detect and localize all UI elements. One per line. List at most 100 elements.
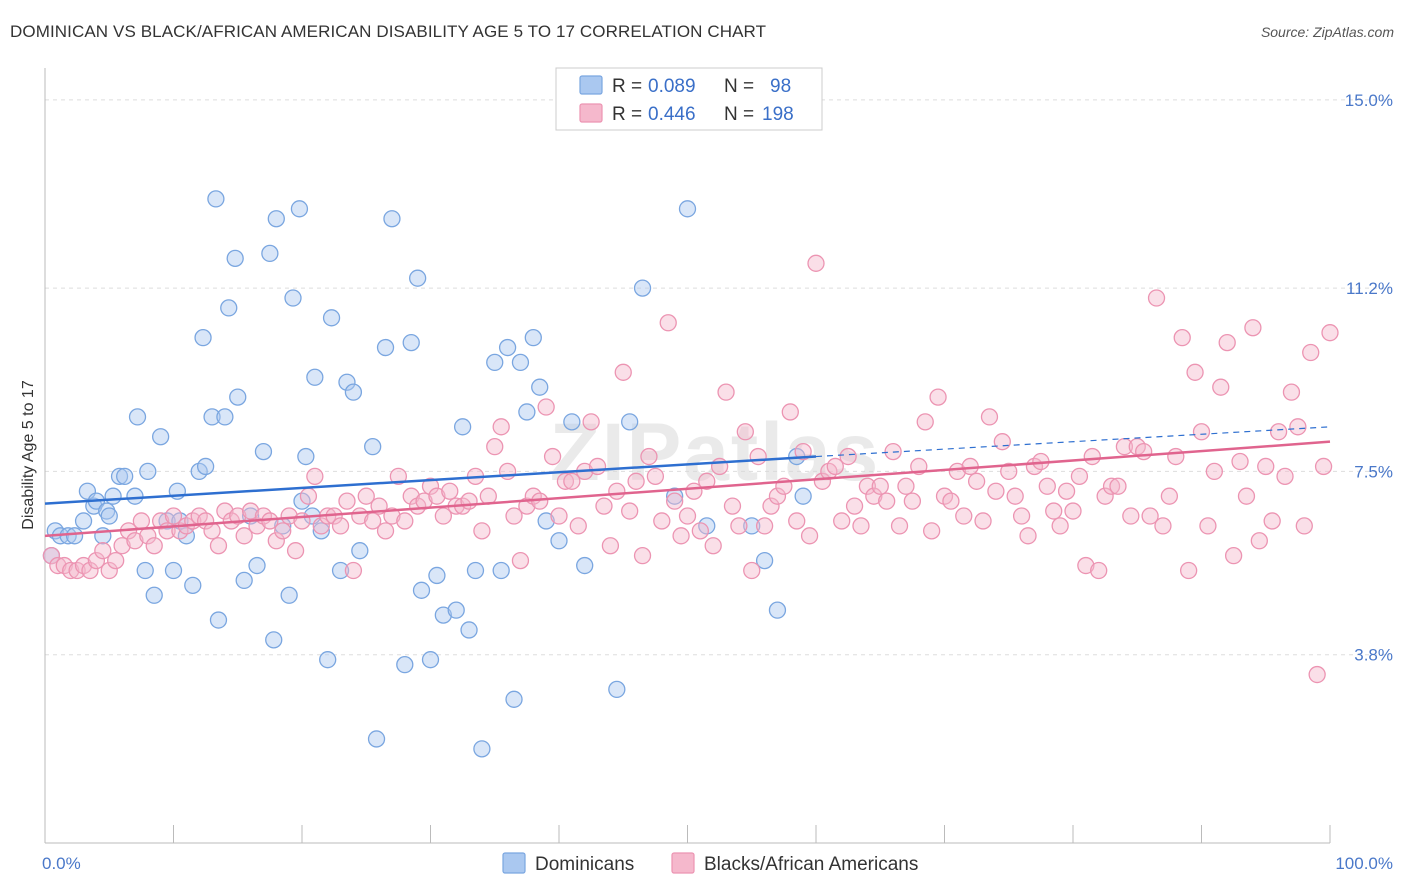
black-point-195 (1295, 517, 1313, 535)
black-point-73 (511, 551, 530, 570)
dominican-point-45 (280, 586, 298, 604)
black-point-30 (235, 527, 253, 545)
black-point-80 (556, 472, 575, 490)
black-point-117 (794, 442, 812, 461)
dominican-point-31 (207, 190, 225, 208)
black-point-56 (402, 487, 420, 505)
black-point-16 (145, 537, 163, 555)
black-point-160 (1070, 467, 1089, 486)
dominican-point-58 (351, 542, 369, 560)
black-point-150 (1006, 487, 1024, 505)
dominican-point-95 (768, 601, 787, 619)
dominican-point-29 (196, 457, 215, 476)
black-point-53 (383, 507, 401, 525)
black-point-96 (659, 314, 677, 332)
dominican-point-51 (306, 368, 324, 386)
black-point-138 (929, 388, 947, 406)
black-point-179 (1192, 423, 1211, 441)
black-point-52 (376, 522, 395, 540)
black-point-9 (100, 561, 118, 580)
black-point-40 (299, 487, 318, 505)
black-point-10 (107, 551, 125, 570)
black-point-118 (800, 527, 819, 545)
black-point-122 (826, 457, 844, 476)
y-tick-label-3: 15.0% (1345, 91, 1393, 110)
black-point-111 (755, 517, 774, 535)
black-point-67 (473, 522, 491, 540)
black-point-91 (627, 472, 645, 490)
black-point-176 (1173, 328, 1191, 347)
black-point-183 (1218, 333, 1236, 352)
black-point-193 (1282, 383, 1301, 401)
stats-n-label-2: N = (724, 104, 754, 125)
y-axis-label: Disability Age 5 to 17 (20, 380, 37, 530)
black-point-37 (280, 507, 298, 525)
dominican-point-11 (100, 507, 118, 525)
black-point-81 (563, 472, 581, 490)
trend-lines (44, 426, 1331, 538)
black-point-164 (1096, 487, 1114, 505)
dominican-point-61 (376, 338, 395, 357)
black-point-170 (1135, 442, 1153, 461)
black-point-185 (1231, 452, 1249, 471)
black-point-13 (126, 532, 144, 550)
dominican-point-49 (297, 447, 315, 466)
black-point-17 (151, 512, 170, 530)
black-point-61 (434, 507, 453, 525)
stats-r-label-1: R = (612, 76, 642, 97)
black-point-41 (306, 467, 324, 486)
dominican-point-76 (492, 561, 510, 580)
black-point-197 (1308, 665, 1326, 684)
black-point-140 (942, 492, 960, 510)
series-legend-label-dominicans: Dominicans (535, 854, 634, 875)
black-point-105 (717, 383, 735, 401)
black-point-113 (768, 487, 787, 505)
dominican-point-63 (396, 655, 414, 674)
dominican-point-85 (563, 413, 581, 431)
dominican-point-90 (666, 487, 684, 505)
blacks-trend-line (44, 440, 1331, 538)
black-point-142 (955, 507, 973, 525)
dominican-point-80 (518, 403, 536, 421)
black-point-45 (331, 517, 350, 535)
dominican-point-88 (621, 413, 639, 431)
black-point-88 (608, 482, 626, 500)
series-legend-swatch-blacks (671, 852, 695, 874)
black-point-190 (1263, 512, 1281, 530)
series-legend-label-blacks: Blacks/African Americans (704, 854, 918, 875)
y-tick-labels: 3.8% 7.5% 11.2% 15.0% (1345, 91, 1393, 665)
y-tick-label-2: 11.2% (1346, 279, 1393, 298)
black-point-188 (1250, 532, 1268, 550)
black-point-87 (601, 537, 620, 555)
black-point-78 (543, 447, 562, 466)
black-point-133 (897, 477, 915, 495)
black-point-98 (672, 527, 690, 545)
dominican-point-13 (110, 467, 129, 486)
dominican-point-18 (139, 462, 157, 481)
black-point-95 (653, 512, 671, 530)
black-point-103 (704, 537, 722, 555)
black-point-146 (980, 408, 999, 426)
dominican-point-55 (331, 561, 350, 580)
dominican-point-46 (284, 289, 302, 307)
black-point-163 (1090, 561, 1108, 580)
dominican-point-54 (322, 309, 341, 327)
black-point-178 (1186, 363, 1204, 381)
black-point-27 (216, 502, 234, 520)
dominican-point-71 (453, 418, 472, 436)
black-point-130 (878, 492, 896, 510)
series-legend-swatch-dominicans (502, 852, 526, 874)
dominican-point-93 (743, 517, 761, 535)
black-point-187 (1244, 319, 1262, 337)
black-point-177 (1180, 561, 1198, 580)
black-point-156 (1045, 502, 1063, 520)
black-point-14 (132, 512, 151, 530)
dominicans-trend-extension (815, 426, 1331, 458)
black-point-168 (1122, 507, 1140, 525)
black-point-165 (1102, 477, 1121, 495)
black-point-106 (723, 497, 742, 515)
black-point-69 (486, 437, 504, 456)
dominican-point-56 (338, 373, 356, 391)
black-point-155 (1038, 477, 1056, 495)
